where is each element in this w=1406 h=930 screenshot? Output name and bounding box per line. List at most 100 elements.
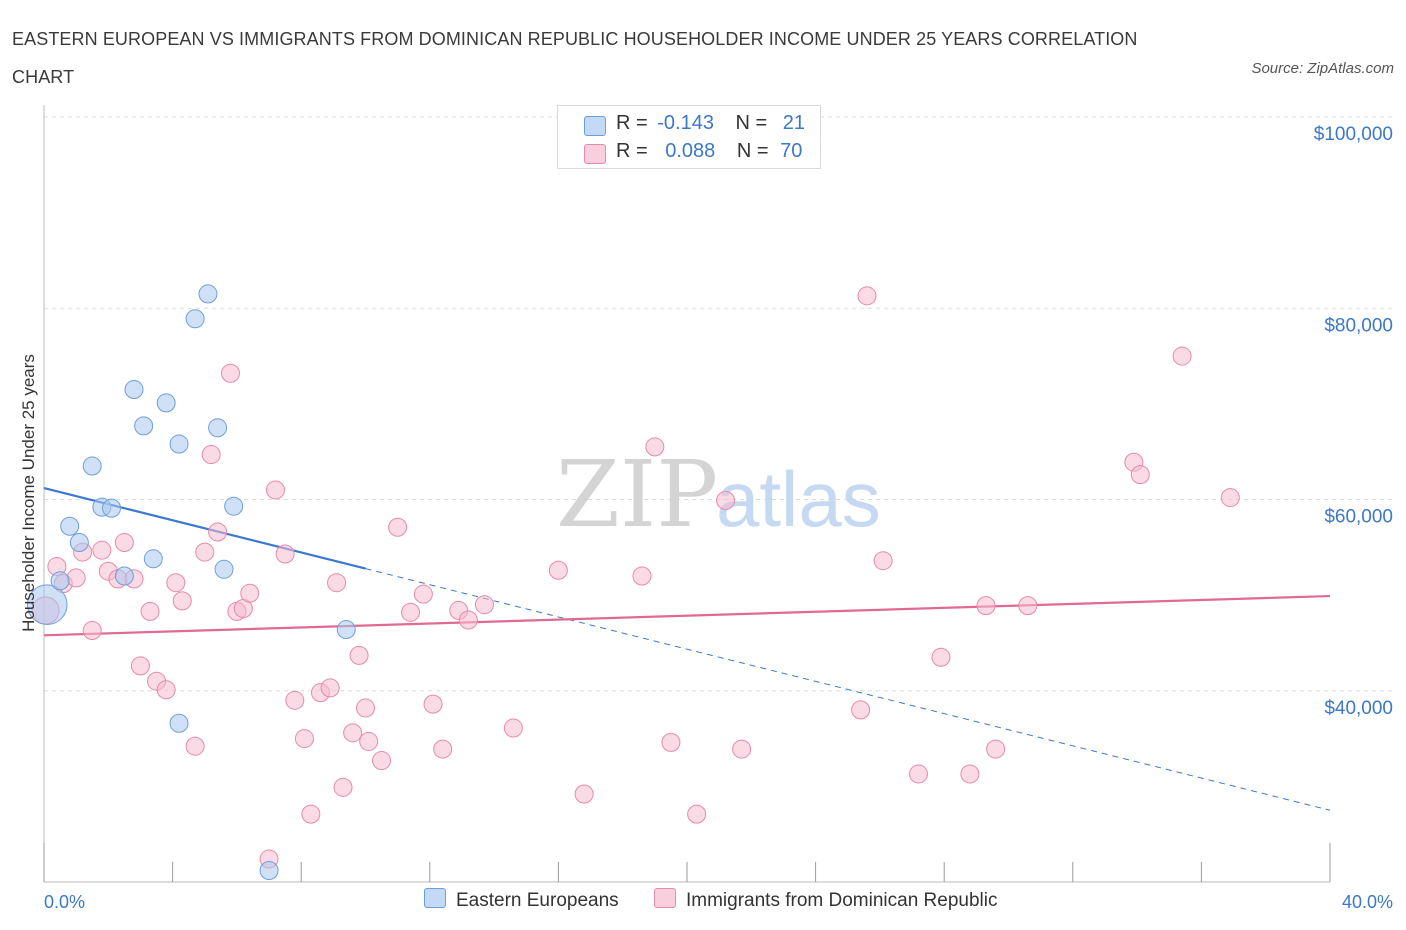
point-dominican-republic xyxy=(156,680,176,700)
point-dominican-republic xyxy=(687,804,707,824)
correlation-legend: R = -0.143 N = 21 R = 0.088 N = 70 xyxy=(557,105,821,169)
point-dominican-republic xyxy=(265,480,285,500)
point-dominican-republic xyxy=(732,739,752,759)
data-points xyxy=(26,284,1240,881)
point-dominican-republic xyxy=(908,764,928,784)
point-dominican-republic xyxy=(976,596,996,616)
bottom-legend-label: Immigrants from Dominican Republic xyxy=(686,890,998,911)
bottom-legend-swatch-pink xyxy=(654,888,676,908)
point-dominican-republic xyxy=(372,751,392,771)
point-eastern-europeans xyxy=(208,418,228,438)
x-tick-label-max: 40.0% xyxy=(1342,892,1393,912)
point-dominican-republic xyxy=(359,731,379,751)
point-eastern-europeans xyxy=(60,516,80,536)
point-eastern-europeans xyxy=(134,416,154,436)
point-dominican-republic xyxy=(716,490,736,510)
trendline-eastern-europeans-extension xyxy=(365,568,1331,811)
legend-r-label: R = xyxy=(616,140,648,162)
point-dominican-republic xyxy=(201,445,221,465)
point-eastern-europeans xyxy=(169,434,189,454)
point-dominican-republic xyxy=(1220,488,1240,508)
point-dominican-republic xyxy=(632,566,652,586)
point-eastern-europeans xyxy=(198,284,218,304)
point-dominican-republic xyxy=(275,544,295,564)
point-dominican-republic xyxy=(960,764,980,784)
point-eastern-europeans xyxy=(114,566,134,586)
point-dominican-republic xyxy=(285,690,305,710)
point-dominican-republic xyxy=(320,678,340,698)
point-dominican-republic xyxy=(140,601,160,621)
point-dominican-republic xyxy=(1172,346,1192,366)
point-dominican-republic xyxy=(574,784,594,804)
axes xyxy=(43,105,1331,883)
point-dominican-republic xyxy=(294,729,314,749)
point-eastern-europeans xyxy=(124,380,144,400)
point-eastern-europeans xyxy=(26,584,68,625)
point-dominican-republic xyxy=(433,739,453,759)
point-dominican-republic xyxy=(333,777,353,797)
point-dominican-republic xyxy=(548,560,568,580)
y-tick-label: $60,000 xyxy=(1324,507,1393,528)
point-eastern-europeans xyxy=(214,559,234,579)
y-axis-label: Householder Income Under 25 years xyxy=(19,354,38,632)
point-eastern-europeans xyxy=(82,456,102,476)
bottom-legend-eastern-europeans: Eastern Europeans xyxy=(424,888,619,912)
point-dominican-republic xyxy=(986,739,1006,759)
y-tick-labels: $40,000 $60,000 $80,000 $100,000 xyxy=(1314,124,1393,719)
point-dominican-republic xyxy=(166,573,186,593)
point-eastern-europeans xyxy=(156,393,176,413)
point-dominican-republic xyxy=(851,700,871,720)
legend-n-label: N = xyxy=(735,112,768,134)
watermark-zip: ZIP xyxy=(556,441,718,548)
chart-source: Source: ZipAtlas.com xyxy=(1251,60,1394,77)
point-dominican-republic xyxy=(931,647,951,667)
watermark: ZIP atlas xyxy=(556,441,881,548)
legend-n-value: 70 xyxy=(780,140,803,162)
point-dominican-republic xyxy=(327,573,347,593)
point-dominican-republic xyxy=(388,517,408,537)
point-dominican-republic xyxy=(220,363,240,383)
point-dominican-republic xyxy=(301,804,321,824)
point-dominican-republic xyxy=(185,736,205,756)
point-dominican-republic xyxy=(208,522,228,542)
point-eastern-europeans xyxy=(143,549,163,569)
point-eastern-europeans xyxy=(169,713,189,733)
point-dominican-republic xyxy=(114,533,134,553)
point-dominican-republic xyxy=(66,568,86,588)
point-dominican-republic xyxy=(172,591,192,611)
trendline-dominican-republic xyxy=(43,594,1331,637)
point-dominican-republic xyxy=(401,602,421,622)
point-dominican-republic xyxy=(130,656,150,676)
legend-r-label: R = xyxy=(616,112,648,134)
legend-r-value: 0.088 xyxy=(665,140,716,162)
point-eastern-europeans xyxy=(185,309,205,329)
point-dominican-republic xyxy=(423,694,443,714)
point-dominican-republic xyxy=(503,718,523,738)
y-tick-label: $40,000 xyxy=(1324,698,1393,719)
point-dominican-republic xyxy=(92,540,112,560)
point-dominican-republic xyxy=(474,595,494,615)
point-dominican-republic xyxy=(1130,465,1150,485)
legend-swatch-blue xyxy=(584,116,606,136)
point-dominican-republic xyxy=(356,698,375,718)
point-eastern-europeans xyxy=(50,571,70,591)
point-eastern-europeans xyxy=(102,498,122,518)
point-dominican-republic xyxy=(349,645,369,665)
point-dominican-republic xyxy=(645,437,665,457)
point-eastern-europeans xyxy=(259,861,279,881)
point-dominican-republic xyxy=(873,551,893,571)
y-tick-label: $100,000 xyxy=(1314,124,1393,145)
bottom-legend-label: Eastern Europeans xyxy=(456,890,619,911)
watermark-atlas: atlas xyxy=(716,455,881,543)
point-dominican-republic xyxy=(240,583,260,603)
point-eastern-europeans xyxy=(224,496,244,516)
legend-swatch-pink xyxy=(584,144,606,164)
bottom-legend-swatch-blue xyxy=(424,888,446,908)
point-dominican-republic xyxy=(458,610,478,630)
legend-n-value: 21 xyxy=(782,112,806,134)
point-dominican-republic xyxy=(857,286,877,306)
point-eastern-europeans xyxy=(336,620,356,640)
legend-n-label: N = xyxy=(736,140,769,162)
point-dominican-republic xyxy=(82,621,102,641)
